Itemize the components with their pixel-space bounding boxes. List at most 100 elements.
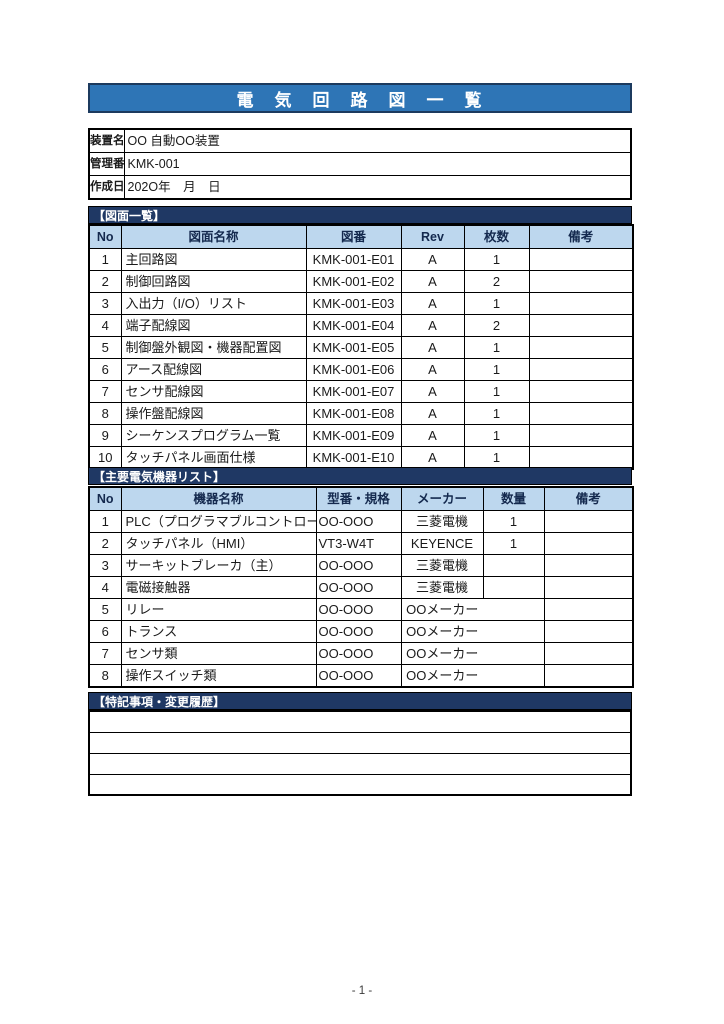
device-table-row: 3 サーキットブレーカ（主） OO-OOO 三菱電機 (88, 554, 634, 577)
notes-row (88, 710, 632, 733)
cell-qty (483, 664, 545, 688)
cell-name: 制御回路図 (120, 270, 307, 293)
cell-model: OO-OOO (315, 598, 402, 621)
cell-note (528, 248, 634, 271)
cell-rev: A (400, 270, 465, 293)
cell-no: 2 (88, 270, 122, 293)
cell-model: OO-OOO (315, 510, 402, 533)
cell-number: KMK-001-E01 (305, 248, 402, 271)
device-table-row: 5 リレー OO-OOO OOメーカー (88, 598, 634, 621)
cell-model: OO-OOO (315, 620, 402, 643)
notes-row (88, 773, 632, 796)
cell-no: 1 (88, 248, 122, 271)
cell-qty: 1 (482, 532, 545, 555)
document-title-bar: 電 気 回 路 図 一 覧 (88, 83, 632, 113)
column-header-name: 機器名称 (120, 486, 317, 511)
drawings-table: No 図面名称 図番 Rev 枚数 備考 1 主回路図 KMK-001-E01 A 1 2… (88, 224, 634, 470)
cell-sheets: 1 (463, 358, 530, 381)
cell-note (543, 598, 634, 621)
cell-qty: 1 (482, 510, 545, 533)
notes-cell (88, 752, 632, 775)
cell-model: VT3-W4T (315, 532, 402, 555)
device-table-row: 8 操作スイッチ類 OO-OOO OOメーカー (88, 664, 634, 688)
cell-no: 3 (88, 292, 122, 315)
info-value-device-name: OO 自動OO装置 (123, 128, 632, 153)
cell-note (528, 424, 634, 447)
cell-sheets: 1 (463, 336, 530, 359)
cell-note (528, 402, 634, 425)
cell-no: 4 (88, 576, 122, 599)
cell-number: KMK-001-E09 (305, 424, 402, 447)
cell-no: 6 (88, 358, 122, 381)
cell-no: 1 (88, 510, 122, 533)
info-row: 管理番 KMK-001 (88, 152, 632, 176)
cell-name: 入出力（I/O）リスト (120, 292, 307, 315)
cell-sheets: 2 (463, 270, 530, 293)
cell-note (528, 314, 634, 337)
cell-rev: A (400, 380, 465, 403)
drawing-table-row: 4 端子配線図 KMK-001-E04 A 2 (88, 314, 634, 337)
device-table-row: 1 PLC（プログラマブルコントロー OO-OOO 三菱電機 1 (88, 510, 634, 533)
drawing-table-row: 8 操作盤配線図 KMK-001-E08 A 1 (88, 402, 634, 425)
cell-note (528, 358, 634, 381)
cell-note (543, 620, 634, 643)
cell-note (543, 554, 634, 577)
drawing-table-row: 5 制御盤外観図・機器配置図 KMK-001-E05 A 1 (88, 336, 634, 359)
drawings-section-title: 【図面一覧】 (93, 208, 166, 223)
cell-name: 主回路図 (120, 248, 307, 271)
column-header-no: No (88, 224, 122, 249)
column-header-rev: Rev (400, 224, 465, 249)
cell-no: 5 (88, 336, 122, 359)
device-table-row: 6 トランス OO-OOO OOメーカー (88, 620, 634, 643)
cell-name: 操作スイッチ類 (120, 664, 317, 688)
cell-rev: A (400, 292, 465, 315)
column-header-note: 備考 (543, 486, 634, 511)
cell-no: 8 (88, 402, 122, 425)
notes-section-title: 【特記事項・変更履歴】 (93, 694, 226, 709)
cell-rev: A (400, 446, 465, 470)
cell-number: KMK-001-E06 (305, 358, 402, 381)
page-number: - 1 - (351, 985, 373, 997)
cell-note (543, 576, 634, 599)
cell-sheets: 1 (463, 402, 530, 425)
column-header-number: 図番 (305, 224, 402, 249)
drawings-section-bar: 【図面一覧】 (88, 206, 632, 224)
cell-sheets: 1 (463, 380, 530, 403)
device-table-row: 7 センサ類 OO-OOO OOメーカー (88, 642, 634, 665)
cell-number: KMK-001-E10 (305, 446, 402, 470)
notes-table (88, 710, 632, 796)
cell-maker: OOメーカー (400, 664, 483, 688)
notes-row (88, 752, 632, 775)
cell-name: シーケンスプログラム一覧 (120, 424, 307, 447)
cell-number: KMK-001-E08 (305, 402, 402, 425)
cell-note (528, 446, 634, 470)
cell-model: OO-OOO (315, 664, 402, 688)
cell-name: タッチパネル画面仕様 (120, 446, 307, 470)
cell-number: KMK-001-E04 (305, 314, 402, 337)
cell-qty (482, 554, 545, 577)
cell-rev: A (400, 402, 465, 425)
cell-no: 7 (88, 380, 122, 403)
cell-number: KMK-001-E07 (305, 380, 402, 403)
cell-sheets: 1 (463, 248, 530, 271)
document-title: 電 気 回 路 図 一 覧 (236, 90, 484, 110)
cell-rev: A (400, 358, 465, 381)
cell-note (543, 642, 634, 665)
cell-number: KMK-001-E05 (305, 336, 402, 359)
column-header-name: 図面名称 (120, 224, 307, 249)
cell-number: KMK-001-E02 (305, 270, 402, 293)
cell-number: KMK-001-E03 (305, 292, 402, 315)
cell-qty (483, 620, 545, 643)
drawing-table-row: 2 制御回路図 KMK-001-E02 A 2 (88, 270, 634, 293)
notes-cell (88, 731, 632, 754)
cell-name: サーキットブレーカ（主） (120, 554, 317, 577)
info-label-control-number: 管理番 (88, 152, 125, 176)
cell-no: 4 (88, 314, 122, 337)
info-value-control-number: KMK-001 (123, 152, 632, 176)
cell-qty (483, 598, 545, 621)
column-header-qty: 数量 (482, 486, 545, 511)
cell-no: 6 (88, 620, 122, 643)
device-table-row: 4 電磁接触器 OO-OOO 三菱電機 (88, 576, 634, 599)
cell-note (528, 292, 634, 315)
cell-name: 操作盤配線図 (120, 402, 307, 425)
